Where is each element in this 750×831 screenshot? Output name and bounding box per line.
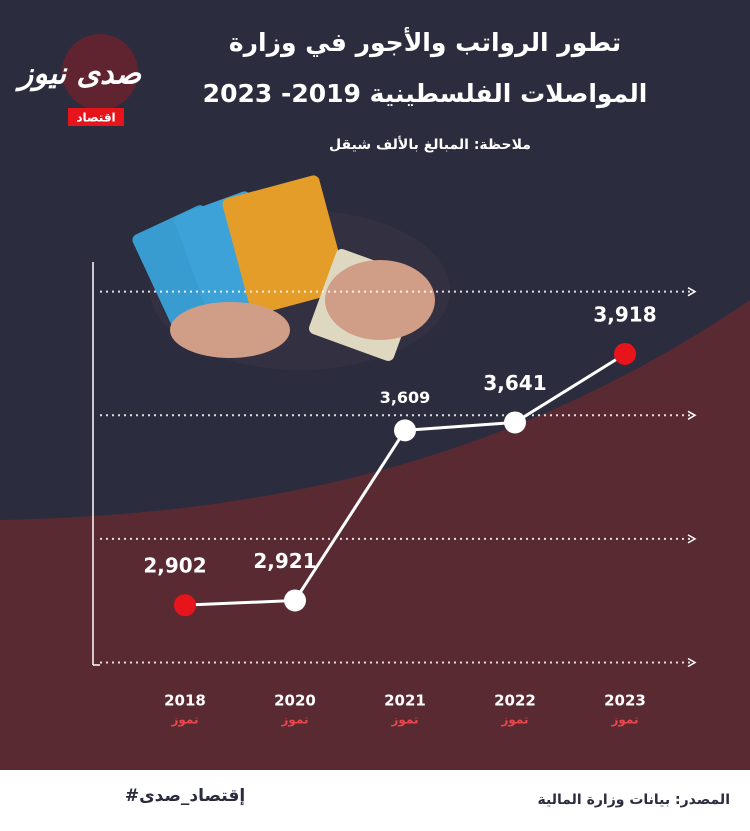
value-label: 3,918 xyxy=(593,302,656,326)
money-illustration xyxy=(132,175,450,370)
x-tick-label: 2021 xyxy=(384,692,426,710)
logo: صدى نيوز اقتصاد xyxy=(15,34,143,126)
x-tick-label: 2022 xyxy=(494,692,536,710)
grid-arrow xyxy=(687,657,697,668)
source: المصدر: بيانات وزارة المالية xyxy=(538,792,730,808)
value-label: 3,641 xyxy=(483,371,546,395)
chart-title: المواصلات الفلسطينية 2019- 2023 xyxy=(203,79,648,109)
x-tick-sublabel: تموز xyxy=(501,713,529,728)
data-point xyxy=(614,342,636,365)
x-tick-sublabel: تموز xyxy=(171,713,199,728)
data-point xyxy=(284,589,306,612)
chart-subtitle: ملاحظة: المبالغ بالألف شيقل xyxy=(329,136,531,153)
x-tick-sublabel: تموز xyxy=(391,713,419,728)
x-tick-label: 2018 xyxy=(164,692,206,710)
background-wave xyxy=(0,300,750,770)
logo-section: اقتصاد xyxy=(76,111,115,125)
x-tick-label: 2023 xyxy=(604,692,646,710)
x-tick-sublabel: تموز xyxy=(611,713,639,728)
value-label: 3,609 xyxy=(380,388,431,407)
grid-arrow xyxy=(687,534,697,544)
data-point xyxy=(504,411,526,434)
logo-name: صدى نيوز xyxy=(15,57,143,92)
grid-arrow xyxy=(687,287,697,297)
data-point xyxy=(174,594,196,617)
footer-band xyxy=(0,770,750,831)
value-label: 2,902 xyxy=(143,554,206,578)
chart-title: تطور الرواتب والأجور في وزارة xyxy=(229,27,621,58)
hashtag: #إقتصاد_صدى xyxy=(125,786,245,806)
grid-arrow xyxy=(687,410,697,420)
x-tick-sublabel: تموز xyxy=(281,713,309,728)
x-tick-label: 2020 xyxy=(274,692,316,710)
value-label: 2,921 xyxy=(253,549,316,573)
data-point xyxy=(394,419,416,442)
